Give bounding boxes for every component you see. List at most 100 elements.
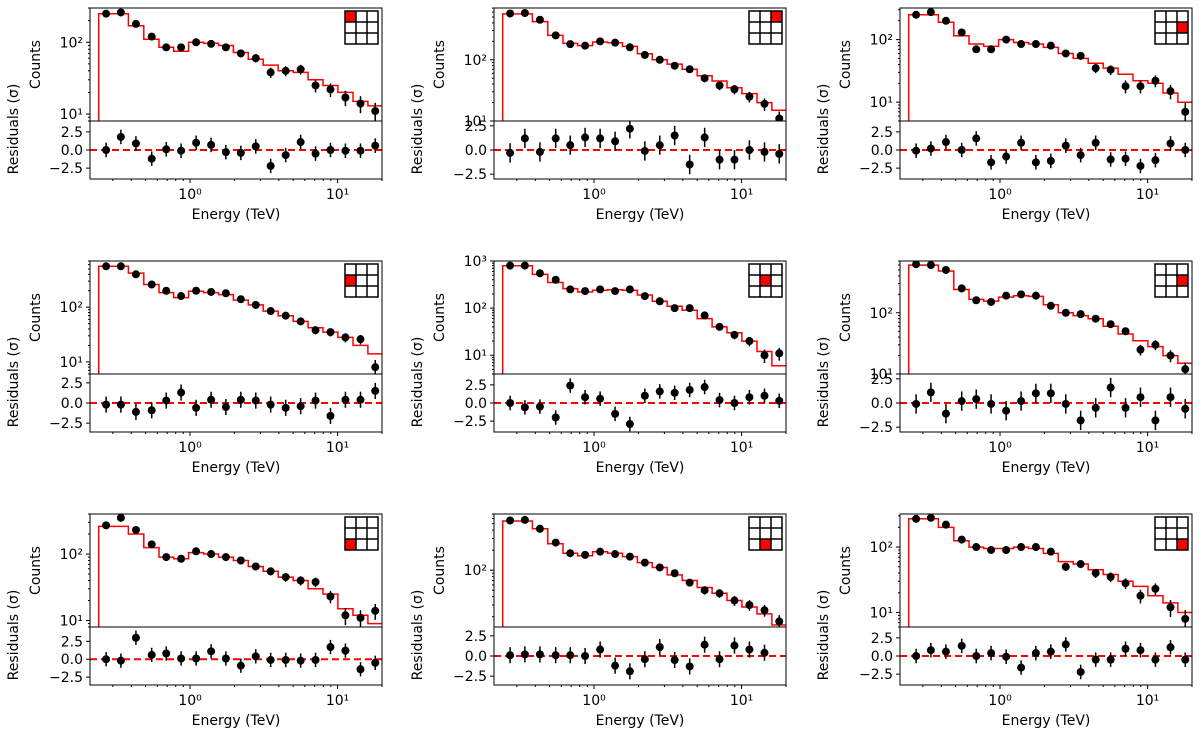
residual-point <box>147 406 156 415</box>
count-point <box>700 311 709 320</box>
count-point <box>192 38 201 47</box>
energy-tick-label: 10¹ <box>730 693 753 709</box>
count-point <box>655 563 664 572</box>
count-tick-label: 10¹ <box>60 355 83 371</box>
residual-axis-label: Residuals (σ) <box>6 337 22 428</box>
residual-point <box>1017 138 1026 147</box>
residual-tick-label: 0.0 <box>61 652 83 668</box>
pixel-grid-border <box>344 516 379 551</box>
count-point <box>730 596 739 605</box>
pixel-grid-marker <box>748 516 783 551</box>
residual-point <box>1151 416 1160 425</box>
count-point <box>1091 314 1100 323</box>
residual-point <box>311 396 320 405</box>
count-point <box>535 15 544 24</box>
pixel-grid-highlight <box>771 11 782 22</box>
count-point <box>207 39 216 48</box>
count-point <box>177 43 186 52</box>
residual-axis-label: Residuals (σ) <box>816 84 832 175</box>
residual-point <box>596 645 605 654</box>
energy-tick-label: 10⁰ <box>988 440 1012 456</box>
residual-point <box>162 396 171 405</box>
residual-point <box>1046 156 1055 165</box>
counts-frame <box>899 513 1193 628</box>
residual-point <box>775 396 784 405</box>
counts-frame <box>493 7 787 122</box>
count-point <box>1017 290 1026 299</box>
residual-tick-label: 2.5 <box>465 378 487 394</box>
energy-tick-label: 10⁰ <box>582 693 606 709</box>
count-point <box>341 93 350 102</box>
count-point <box>1181 107 1190 116</box>
residual-point <box>1106 155 1115 164</box>
pixel-grid-border <box>1154 516 1189 551</box>
count-point <box>745 92 754 101</box>
count-point <box>1136 82 1145 91</box>
pixel-grid-marker <box>344 10 379 45</box>
residual-point <box>207 395 216 404</box>
count-point <box>131 525 140 534</box>
residual-point <box>535 402 544 411</box>
count-tick-label: 10¹ <box>870 605 893 621</box>
energy-axis-label: Energy (TeV) <box>192 207 281 223</box>
counts-plot <box>907 514 1192 627</box>
residual-tick-label: 2.5 <box>61 634 83 650</box>
count-tick-label: 10¹ <box>870 95 893 111</box>
count-point <box>640 292 649 301</box>
residual-point <box>566 651 575 660</box>
residual-point <box>221 654 230 663</box>
count-point <box>912 261 921 269</box>
count-point <box>625 43 634 52</box>
residual-point <box>102 400 111 409</box>
count-point <box>700 586 709 595</box>
count-point <box>1046 41 1055 50</box>
residual-point <box>535 650 544 659</box>
count-point <box>251 562 260 571</box>
count-point <box>131 270 140 279</box>
count-point <box>1166 87 1175 96</box>
counts-axis-label: Counts <box>28 40 44 89</box>
residual-point <box>1002 406 1011 415</box>
energy-axis-label: Energy (TeV) <box>192 713 281 729</box>
count-point <box>611 287 620 296</box>
residual-point <box>221 148 230 157</box>
count-point <box>1031 291 1040 300</box>
counts-plot <box>501 515 786 627</box>
energy-tick-label: 10⁰ <box>988 187 1012 203</box>
residual-point <box>1061 399 1070 408</box>
count-point <box>192 286 201 295</box>
residual-point <box>520 403 529 412</box>
count-point <box>506 261 515 270</box>
energy-tick-label: 10¹ <box>326 187 349 203</box>
residual-point <box>1046 647 1055 656</box>
residual-point <box>1166 139 1175 148</box>
count-point <box>506 9 515 18</box>
model-step-line <box>97 12 382 121</box>
count-point <box>162 43 171 52</box>
count-tick-label: 10² <box>870 540 893 556</box>
count-point <box>102 262 111 271</box>
energy-tick-label: 10⁰ <box>988 693 1012 709</box>
energy-tick-label: 10¹ <box>326 693 349 709</box>
residual-point <box>551 134 560 143</box>
count-point <box>371 606 380 615</box>
residual-point <box>1017 663 1026 672</box>
residual-axis-label: Residuals (σ) <box>816 590 832 681</box>
residual-point <box>192 654 201 663</box>
residual-tick-label: −2.5 <box>859 161 893 177</box>
residual-point <box>1121 154 1130 163</box>
residual-point <box>715 396 724 405</box>
pixel-grid-highlight <box>345 539 356 550</box>
residual-point <box>957 397 966 406</box>
residual-point <box>251 142 260 151</box>
count-point <box>177 554 186 563</box>
residual-tick-label: 0.0 <box>465 143 487 159</box>
energy-tick-label: 10¹ <box>326 440 349 456</box>
residual-point <box>640 655 649 664</box>
residual-point <box>685 160 694 169</box>
count-point <box>1061 562 1070 571</box>
count-point <box>147 540 156 549</box>
count-point <box>281 311 290 320</box>
residual-point <box>775 149 784 158</box>
